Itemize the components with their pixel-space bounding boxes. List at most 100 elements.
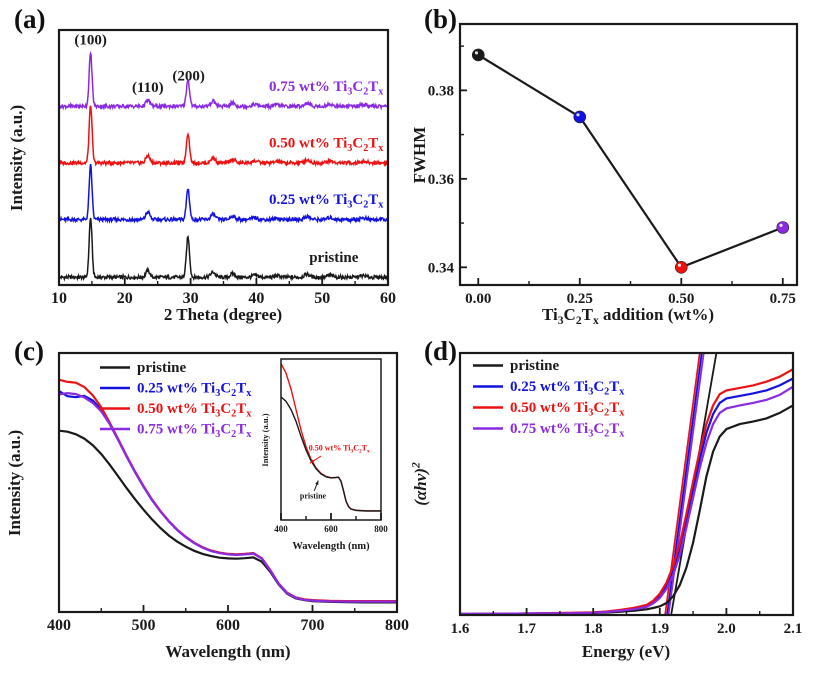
legend: pristine 0.25 wt% Ti3C2Tx 0.50 wt% Ti3C2Tx… <box>473 358 625 440</box>
x-tick-label: 700 <box>301 617 325 634</box>
x-tick-label: 0.25 <box>567 291 593 307</box>
inset-annotation: 0.50 wt% Ti3C2Tx <box>309 444 370 455</box>
x-tick-label: 0.75 <box>770 291 796 307</box>
legend-label: pristine <box>137 360 187 376</box>
data-point <box>776 221 790 234</box>
legend-label: 0.50 wt% Ti3C2Tx <box>137 401 252 420</box>
peak-annotation: (200) <box>172 68 205 84</box>
x-tick-label: 1.9 <box>650 621 669 637</box>
panel-a-svg: 10 20 30 40 50 60 2 Theta (degree) Intensity (a… <box>7 28 396 324</box>
x-tick-label: 10 <box>51 290 67 307</box>
legend-label: pristine <box>510 358 560 374</box>
plot-frame <box>458 22 799 287</box>
data-point-marker <box>471 48 485 62</box>
x-axis-label: Energy (eV) <box>582 642 670 661</box>
x-tick-label: 400 <box>274 524 288 534</box>
series-0.50wt <box>60 105 387 168</box>
y-axis-label: Intensity (a.u.) <box>5 430 24 536</box>
inset-plot-area <box>281 363 381 512</box>
series-inline-label: 0.50 wt% Ti3C2Tx <box>269 135 384 154</box>
x-tick-label: 20 <box>117 290 133 307</box>
x-tick-label: 600 <box>216 617 240 634</box>
y-axis-label: Intensity (a.u.) <box>7 105 26 211</box>
series-0.75wt <box>461 386 792 614</box>
legend-label: 0.50 wt% Ti3C2Tx <box>510 400 625 419</box>
inset-y-axis-label: Intensity (a.u.) <box>260 413 270 466</box>
x-tick-label: 30 <box>183 290 199 307</box>
inset-x-axis-label: Wavelength (nm) <box>292 541 370 552</box>
series-inline-label: 0.75 wt% Ti3C2Tx <box>269 79 384 98</box>
y-axis: 0.34 0.36 0.38 <box>428 45 467 276</box>
x-tick-label: 0.50 <box>668 291 694 307</box>
data-point-marker <box>776 221 790 234</box>
x-tick-label: 60 <box>380 290 396 307</box>
series-inline-label: 0.25 wt% Ti3C2Tx <box>269 192 384 211</box>
x-tick-label: 400 <box>47 617 71 634</box>
x-tick-label: 2.0 <box>717 621 736 637</box>
data-point <box>573 110 587 124</box>
y-tick-label: 0.34 <box>428 260 455 276</box>
annotation-arrowhead <box>310 459 315 464</box>
x-axis: 0.00 0.25 0.50 0.75 <box>465 278 796 307</box>
annotation-arrowhead <box>315 480 319 485</box>
panel-d-label: (d) <box>424 336 457 366</box>
data-point-highlight <box>779 223 783 227</box>
legend-label: 0.25 wt% Ti3C2Tx <box>510 379 625 398</box>
x-tick-label: 500 <box>132 617 156 634</box>
peak-annotation: (100) <box>74 32 107 48</box>
x-axis-label: Wavelength (nm) <box>165 642 290 661</box>
inset-bg <box>281 359 381 520</box>
x-tick-label: 50 <box>314 290 330 307</box>
x-tick-label: 1.8 <box>584 621 603 637</box>
peak-annotation: (110) <box>132 80 164 96</box>
y-tick-label: 0.38 <box>428 83 454 99</box>
panel-a-label: (a) <box>14 4 46 34</box>
inset-series-pristine <box>281 396 381 512</box>
inset-annotation: pristine <box>300 492 327 501</box>
x-tick-label: 800 <box>385 617 409 634</box>
data-point-highlight <box>677 263 682 267</box>
x-axis: 10 20 30 40 50 60 <box>51 278 396 307</box>
legend-label: 0.75 wt% Ti3C2Tx <box>137 422 252 441</box>
panel-c-label: (c) <box>14 336 44 366</box>
series-pristine <box>60 217 387 282</box>
series-0.25wt <box>60 163 387 225</box>
plot-frame <box>57 28 390 287</box>
panel-b-svg: 0.00 0.25 0.50 0.75 0.34 0.36 0.38 Ti3C2Tx addi… <box>410 22 799 327</box>
panel-c-svg: 400 500 600 700 800 Wavelength (nm) Intensity … <box>5 351 409 661</box>
legend-label: 0.75 wt% Ti3C2Tx <box>510 421 625 440</box>
data-point-highlight <box>474 51 479 55</box>
data-point-marker <box>573 110 587 124</box>
x-tick-label: 600 <box>324 524 338 534</box>
x-tick-label: 2.1 <box>784 621 803 637</box>
x-axis-label: 2 Theta (degree) <box>164 305 282 324</box>
data-point-highlight <box>576 113 580 117</box>
scatter-line <box>477 54 784 269</box>
y-tick-label: 0.36 <box>428 172 455 188</box>
x-tick-label: 1.6 <box>451 621 470 637</box>
plot-area <box>461 354 792 614</box>
x-tick-label: 1.7 <box>517 621 536 637</box>
data-point-marker <box>674 261 688 274</box>
series-0.75wt <box>60 50 387 111</box>
x-tick-label: 40 <box>248 290 264 307</box>
x-axis: 400 600 800 <box>274 513 388 534</box>
plot-area <box>60 378 396 604</box>
plot-area <box>60 50 387 282</box>
series-inline-label: pristine <box>309 250 359 266</box>
x-tick-label: 800 <box>374 524 388 534</box>
plot-area <box>477 54 784 269</box>
legend-label: 0.25 wt% Ti3C2Tx <box>137 381 252 400</box>
x-tick-label: 0.00 <box>465 291 491 307</box>
series-0.75wt <box>60 391 396 603</box>
data-point <box>674 261 688 274</box>
x-axis: 1.6 1.7 1.8 1.9 2.0 2.1 <box>451 608 803 637</box>
x-axis: 400 500 600 700 800 <box>47 605 409 634</box>
data-point <box>471 48 485 62</box>
y-axis-label: (αhv)2 <box>410 462 430 506</box>
panel-d-svg: 1.6 1.7 1.8 1.9 2.0 2.1 Energy (eV) (αhv)2 prist… <box>410 351 803 661</box>
y-axis-label: FWHM <box>410 127 429 184</box>
x-axis-label: Ti3C2Tx addition (wt%) <box>542 305 714 327</box>
